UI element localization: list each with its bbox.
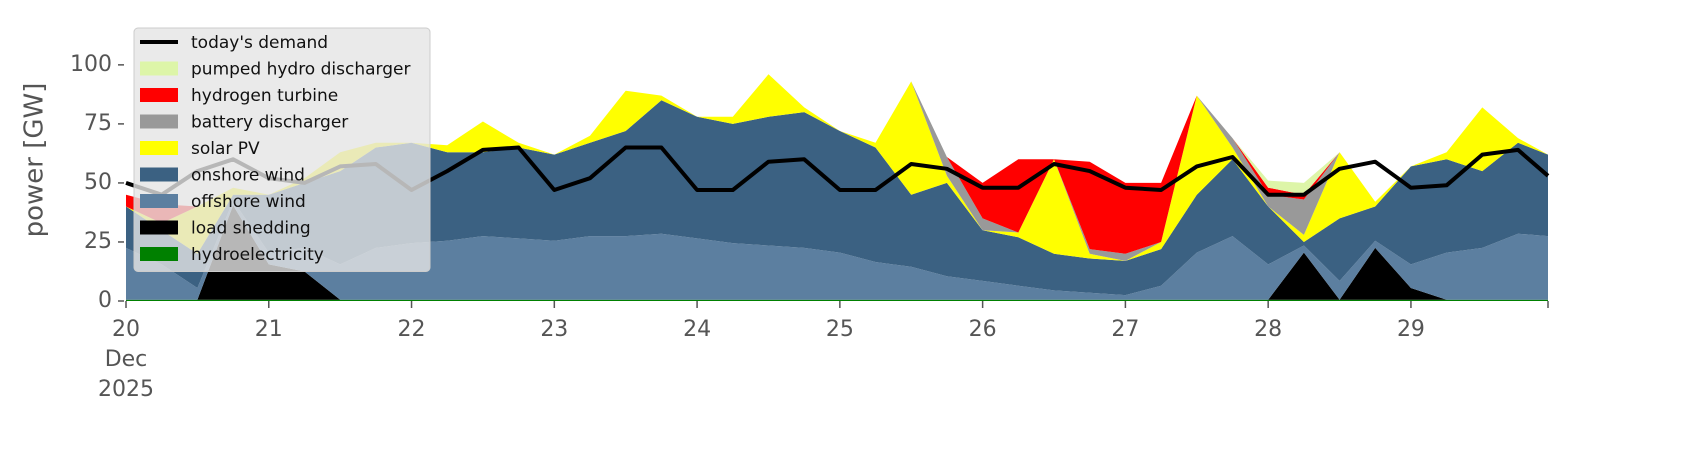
legend-box <box>133 27 431 272</box>
legend-label: hydrogen turbine <box>191 86 338 106</box>
legend-swatch <box>140 141 178 155</box>
y-tick-label: 0 <box>98 288 112 313</box>
y-tick-label: 100 <box>70 52 112 77</box>
x-tick-sublabel: 2025 <box>98 377 154 402</box>
area <box>126 200 1548 300</box>
x-tick-label: 23 <box>540 317 568 342</box>
legend-label: today's demand <box>191 33 328 53</box>
legend-label: pumped hydro discharger <box>191 60 410 80</box>
x-tick-label: 25 <box>826 317 854 342</box>
x-tick-label: 27 <box>1111 317 1139 342</box>
x-tick-label: 29 <box>1397 317 1425 342</box>
area <box>126 205 1548 300</box>
legend-swatch <box>140 194 178 208</box>
legend-label: offshore wind <box>191 192 306 212</box>
legend-label: solar PV <box>191 139 260 159</box>
x-tick-label: 24 <box>683 317 711 342</box>
legend-swatch <box>140 88 178 102</box>
x-tick-sublabel: Dec <box>105 347 148 372</box>
x-tick-label: 28 <box>1254 317 1282 342</box>
x-tick-label: 26 <box>969 317 997 342</box>
legend-swatch <box>140 247 178 261</box>
x-tick-label: 22 <box>398 317 426 342</box>
legend-label: onshore wind <box>191 166 305 186</box>
area <box>126 299 1548 301</box>
legend-label: battery discharger <box>191 113 348 133</box>
area <box>126 100 1548 296</box>
legend-swatch <box>140 61 178 76</box>
legend-swatch <box>140 220 178 235</box>
area <box>126 74 1548 261</box>
y-axis-label: power [GW] <box>20 83 50 238</box>
y-tick-label: 75 <box>84 111 112 136</box>
x-tick-label: 21 <box>255 317 283 342</box>
legend: today's demand pumped hydro discharger hyd… <box>133 27 431 272</box>
y-tick-label: 25 <box>84 229 112 254</box>
y-tick-label: 50 <box>84 170 112 195</box>
legend-label: hydroelectricity <box>191 245 324 265</box>
legend-swatch <box>140 167 178 182</box>
legend-swatch <box>140 114 178 129</box>
legend-label: load shedding <box>191 219 311 239</box>
x-tick-label: 20 <box>112 317 140 342</box>
